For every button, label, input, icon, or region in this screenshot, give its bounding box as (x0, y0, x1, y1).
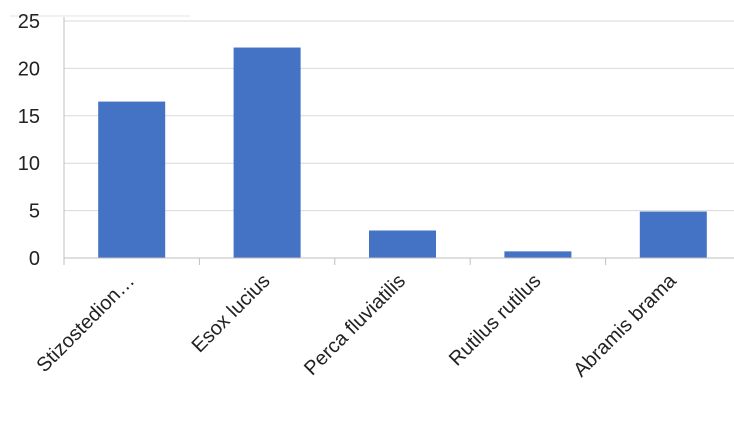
x-axis (63, 257, 734, 265)
x-category-label: Perca fluviatilis (300, 270, 410, 380)
y-tick-label: 25 (18, 11, 40, 33)
bar (504, 251, 572, 258)
x-category-label: Rutilus rutilus (445, 270, 545, 370)
y-tick-label: 10 (18, 153, 40, 175)
gridlines (63, 17, 734, 258)
x-category-label: Abramis brama (569, 269, 681, 381)
y-tick-label: 20 (18, 58, 40, 80)
bar (233, 47, 301, 258)
y-tick-label: 5 (29, 201, 40, 223)
bars (98, 47, 707, 258)
x-axis-labels: Stizostedion… Esox lucius Perca fluviatili… (32, 269, 681, 381)
y-axis-ticks: 0 5 10 15 20 25 (18, 11, 40, 270)
bar (98, 101, 166, 258)
bar (369, 230, 436, 258)
x-category-label: Esox lucius (188, 270, 275, 357)
y-tick-label: 15 (18, 106, 40, 128)
x-category-label: Stizostedion… (32, 270, 139, 377)
bar (639, 211, 707, 258)
y-tick-label: 0 (29, 248, 40, 270)
